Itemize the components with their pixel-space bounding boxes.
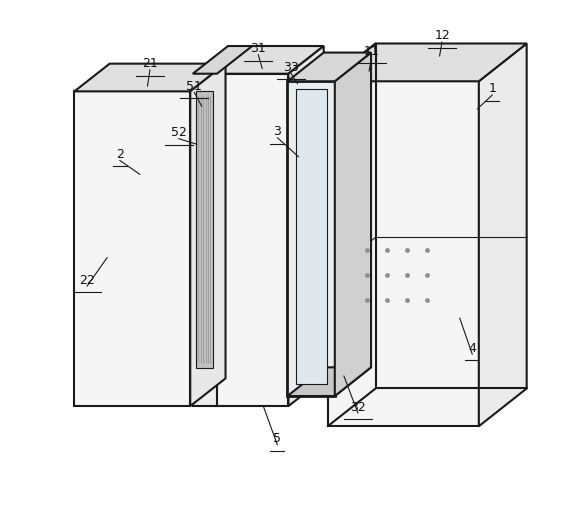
Polygon shape: [295, 89, 327, 384]
Text: 32: 32: [350, 400, 366, 414]
Polygon shape: [335, 53, 371, 396]
Polygon shape: [288, 81, 335, 396]
Polygon shape: [215, 74, 288, 406]
Polygon shape: [196, 91, 213, 368]
Text: 4: 4: [468, 342, 476, 355]
Text: 12: 12: [434, 29, 450, 42]
Polygon shape: [479, 43, 527, 426]
Text: 5: 5: [274, 432, 281, 445]
Text: 2: 2: [116, 148, 124, 161]
Text: 11: 11: [364, 44, 379, 58]
Text: 22: 22: [79, 274, 95, 287]
Polygon shape: [193, 74, 217, 406]
Text: 1: 1: [488, 82, 497, 95]
Polygon shape: [288, 53, 371, 81]
Polygon shape: [190, 64, 225, 406]
Polygon shape: [75, 91, 190, 406]
Polygon shape: [328, 81, 479, 426]
Polygon shape: [193, 46, 252, 74]
Polygon shape: [288, 367, 371, 396]
Text: 31: 31: [251, 42, 266, 55]
Text: 3: 3: [274, 125, 281, 138]
Text: 51: 51: [186, 80, 203, 93]
Text: 21: 21: [142, 57, 158, 70]
Polygon shape: [288, 46, 323, 406]
Polygon shape: [75, 64, 225, 91]
Polygon shape: [328, 43, 527, 81]
Text: 33: 33: [283, 61, 299, 74]
Polygon shape: [215, 46, 323, 74]
Text: 52: 52: [171, 126, 187, 139]
